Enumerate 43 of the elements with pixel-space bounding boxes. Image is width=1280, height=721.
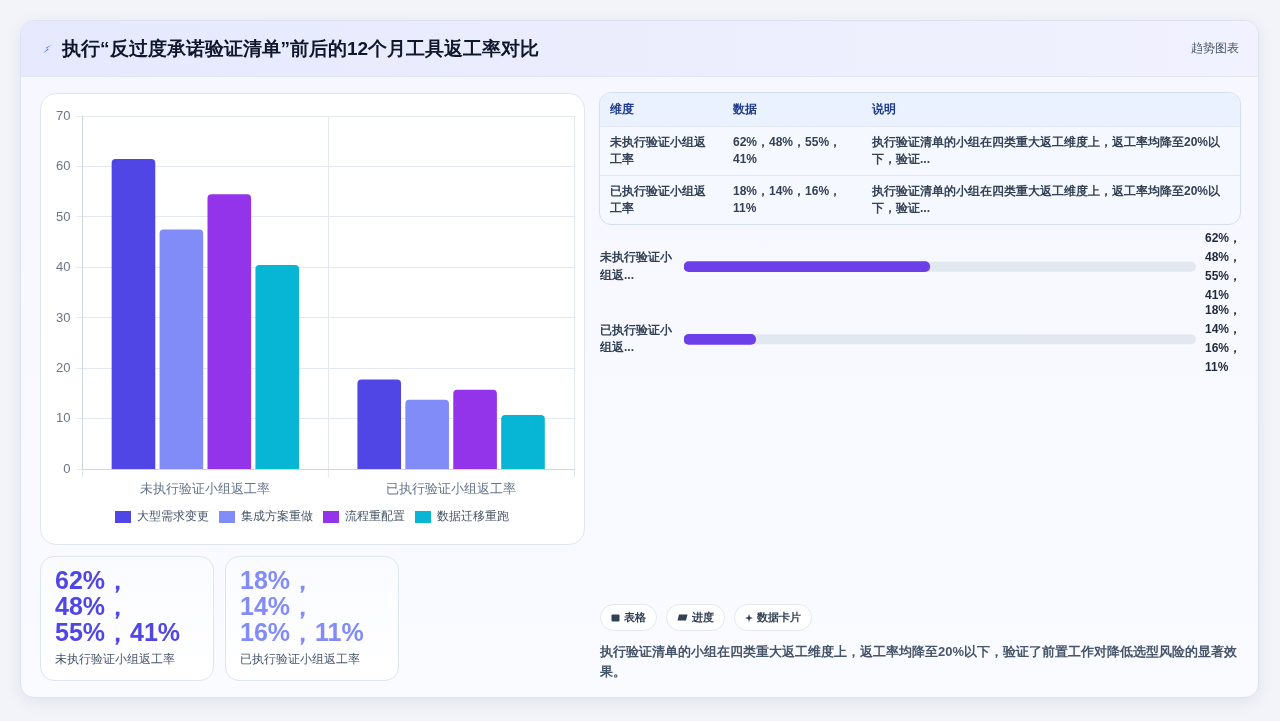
legend-label: 大型需求变更 (137, 509, 209, 524)
y-tick-label: 10 (55, 410, 71, 426)
data-label: 18%，14%，16%，11% (1205, 303, 1242, 375)
bar (501, 414, 545, 469)
bar (207, 194, 252, 469)
bar (159, 229, 204, 469)
text: 18%，14%，16%，11% (240, 566, 365, 646)
bar (111, 158, 156, 469)
text: 维度 (600, 93, 723, 126)
data-label: 62%，48%，55%，41% (1205, 230, 1242, 302)
y-tick-label: 0 (63, 460, 71, 476)
y-tick-label: 40 (55, 259, 71, 275)
text: 18%，14%，16%，11% (723, 175, 862, 224)
text: 执行验证清单的小组在四类重大返工维度上，返工率均降至20%以下，验证... (862, 175, 1240, 224)
text: 数据 (723, 93, 862, 126)
legend-label: 集成方案重做 (241, 509, 313, 524)
text: 62%，48%，55%，41% (55, 566, 182, 646)
y-tick-label: 70 (55, 107, 71, 123)
text: 表格 (624, 610, 646, 625)
text: 数据卡片 (757, 610, 801, 625)
y-tick-label: 20 (55, 360, 71, 376)
bar (357, 379, 402, 469)
bar (405, 399, 449, 469)
text: 执行验证清单的小组在四类重大返工维度上，返工率均降至20%以下，验证了前置工作对降低选型风险的显著效果。 (600, 643, 1239, 681)
text: 说明 (862, 93, 1240, 126)
y-tick-label: 未执行验证小组返... (599, 250, 673, 282)
text: 执行验证清单的小组在四类重大返工维度上，返工率均降至20%以下，验证... (862, 126, 1240, 175)
bar (255, 264, 300, 469)
legend-label: 流程重配置 (345, 509, 405, 524)
text: 执行“反过度承诺验证清单”前后的12个月工具返工率对比 (62, 37, 540, 61)
bar (453, 389, 497, 469)
text: 62%，48%，55%，41% (723, 126, 862, 175)
y-tick-label: 50 (55, 208, 71, 224)
y-tick-label: 已执行验证小组返... (599, 322, 673, 355)
text: 未执行验证小组返工率 (55, 651, 176, 667)
text: 趋势图表 (1191, 40, 1239, 56)
legend-label: 数据迁移重跑 (437, 509, 509, 524)
text: 已执行验证小组返工率 (600, 175, 723, 224)
text: 未执行验证小组返工率 (600, 126, 723, 175)
y-tick-label: 60 (55, 158, 71, 174)
text: 进度 (692, 610, 714, 625)
text: 已执行验证小组返工率 (240, 651, 361, 667)
y-tick-label: 30 (55, 309, 71, 325)
